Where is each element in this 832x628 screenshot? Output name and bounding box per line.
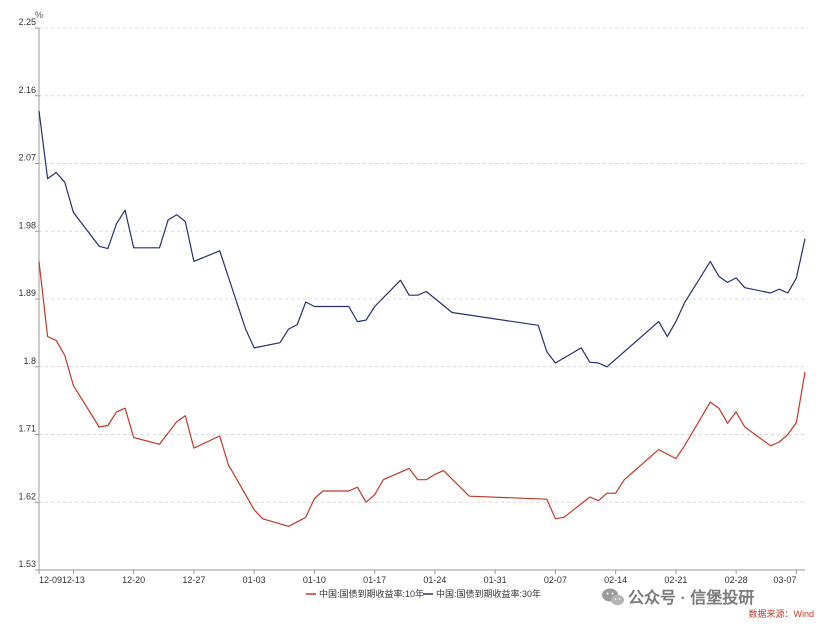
legend-label: 中国:国债到期收益率:10年 [319, 588, 424, 599]
x-axis-ticks: 12-09 12-13 12-20 12-27 01-03 01-10 01-17 01-24… [38, 570, 797, 585]
x-tick-label: 01-17 [363, 575, 386, 585]
series-line-10y [38, 261, 806, 527]
series-lines [38, 110, 806, 527]
y-tick-label: 2.16 [18, 85, 36, 95]
x-tick-label: 01-31 [484, 575, 507, 585]
x-tick-label: 12-09 [39, 575, 62, 585]
legend: 中国:国债到期收益率:10年 中国:国债到期收益率:30年 [306, 588, 541, 599]
series-line-30y [38, 110, 806, 368]
legend-label: 中国:国债到期收益率:30年 [436, 588, 541, 599]
y-tick-label: 1.98 [18, 220, 36, 230]
x-tick-label: 02-21 [664, 575, 687, 585]
y-tick-label: 2.25 [18, 17, 36, 27]
grid-lines [39, 27, 805, 503]
y-tick-label: 1.53 [18, 559, 36, 569]
watermark: 公众号 · 信堡投研 [602, 588, 754, 607]
y-axis-unit: % [35, 10, 43, 20]
x-tick-label: 01-24 [423, 575, 446, 585]
y-tick-label: 2.07 [18, 153, 36, 163]
x-tick-label: 01-10 [303, 575, 326, 585]
y-tick-label: 1.89 [18, 288, 36, 298]
x-tick-label: 12-20 [122, 575, 145, 585]
x-tick-label: 12-27 [182, 575, 205, 585]
x-tick-label: 01-03 [243, 575, 266, 585]
wechat-icon [602, 588, 624, 606]
watermark-text: 公众号 · 信堡投研 [628, 588, 754, 607]
y-axis-ticks: 2.25 2.16 2.07 1.98 1.89 1.8 1.71 1.62 1.53 [18, 17, 39, 571]
y-tick-label: 1.71 [18, 424, 36, 434]
x-tick-label: 12-13 [62, 575, 85, 585]
x-tick-label: 02-14 [604, 575, 627, 585]
y-tick-label: 1.62 [18, 491, 36, 501]
x-tick-label: 03-07 [773, 575, 796, 585]
x-tick-label: 02-28 [725, 575, 748, 585]
y-tick-label: 1.8 [23, 356, 36, 366]
source-note: 数据来源：Wind [748, 608, 814, 619]
x-tick-label: 02-07 [544, 575, 567, 585]
